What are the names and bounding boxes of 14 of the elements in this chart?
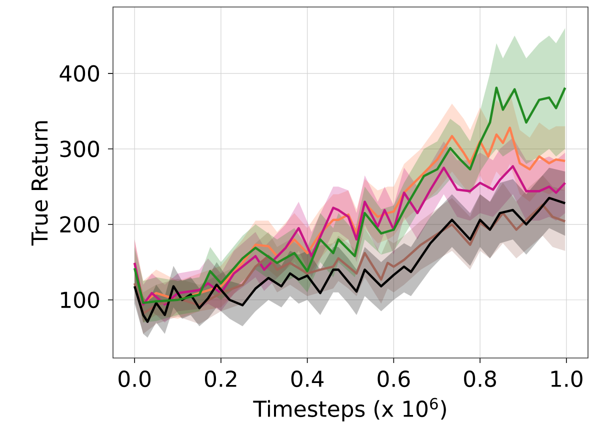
y-tick-label: 400 (60, 65, 100, 82)
y-tick-label: 200 (60, 216, 100, 233)
x-tick-label: 0.0 (118, 370, 151, 388)
x-tick-label: 0.4 (291, 370, 324, 388)
y-axis-title: True Return (32, 121, 48, 246)
line-series (133, 126, 566, 304)
x-tick-label: 0.8 (464, 370, 496, 388)
line-series (133, 165, 566, 306)
x-tick-label: 0.6 (378, 370, 410, 388)
x-tick-label: 0.2 (204, 370, 236, 388)
y-tick-label: 300 (60, 140, 100, 158)
x-axis-title: Timesteps (x 10$^{6}$) (253, 398, 446, 422)
y-tick-label: 100 (61, 292, 100, 308)
x-tick-label: 1.0 (551, 370, 582, 388)
